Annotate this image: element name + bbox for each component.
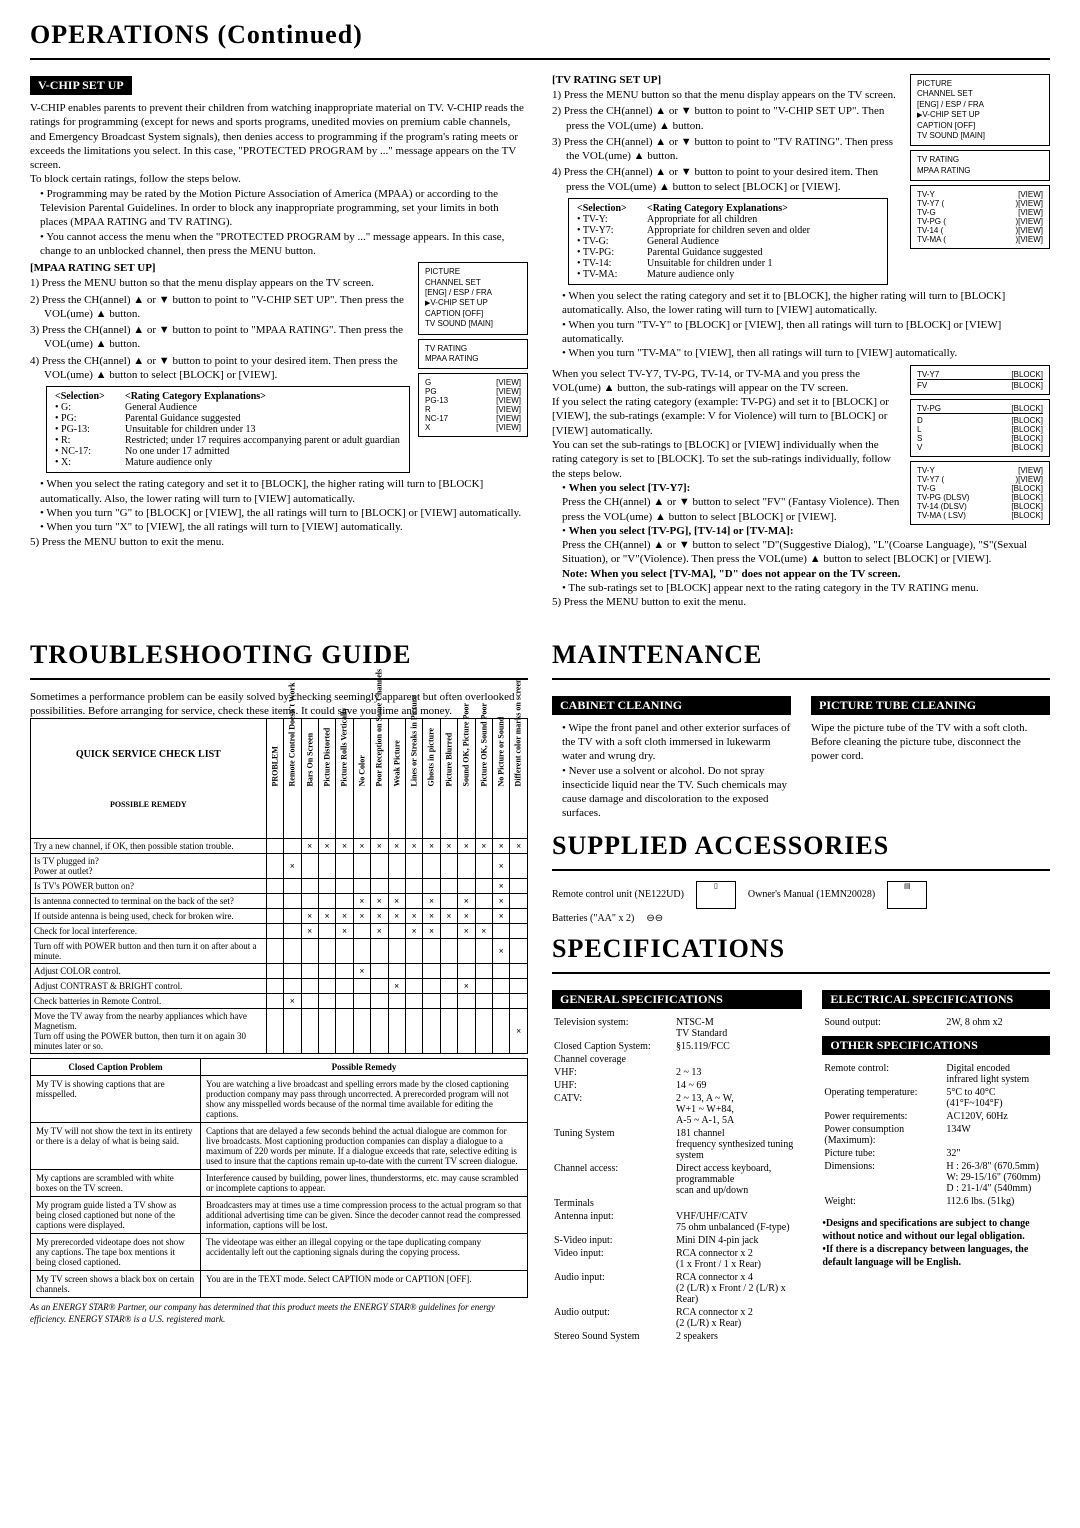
mpaa-head: [MPAA RATING SET UP] xyxy=(30,262,410,274)
tv-bul1: When you select the rating category and … xyxy=(562,289,1050,318)
rule xyxy=(552,972,1050,974)
title-operations: OPERATIONS (Continued) xyxy=(30,20,1050,50)
tv-bul2: When you turn "TV-Y" to [BLOCK] or [VIEW… xyxy=(562,318,1050,347)
menubox-3: G[VIEW] PG[VIEW] PG-13[VIEW] R[VIEW] NC-… xyxy=(418,373,528,437)
menubox-6: TV-Y[VIEW] TV-Y7 ()[VIEW] TV-G[VIEW] TV-… xyxy=(910,185,1050,249)
ts-intro: Sometimes a performance problem can be e… xyxy=(30,690,528,719)
box-last: TV-Y[VIEW] TV-Y7 ()[VIEW] TV-G[BLOCK] TV… xyxy=(910,461,1050,525)
acc-owners: Owner's Manual (1EMN20028) xyxy=(748,889,875,900)
box-y7: TV-Y7[BLOCK] FV[BLOCK] xyxy=(910,365,1050,396)
vchip-bul1: Programming may be rated by the Motion P… xyxy=(40,187,528,230)
mpaa-bul3: When you turn "X" to [VIEW], the all rat… xyxy=(40,520,528,534)
estar: As an ENERGY STAR® Partner, our company … xyxy=(30,1302,528,1325)
mpaa-step2: 2) Press the CH(annel) ▲ or ▼ button to … xyxy=(30,293,410,322)
cab-bul1: Wipe the front panel and other exterior … xyxy=(562,721,791,764)
band-cabinet: CABINET CLEANING xyxy=(552,696,791,715)
menubox-5: TV RATINGMPAA RATING xyxy=(910,150,1050,181)
spec-gen-table: Television system:NTSC-M TV StandardClos… xyxy=(552,1015,802,1344)
ops-right-col: PICTURECHANNEL SET[ENG] / ESP / FRA V-CH… xyxy=(552,70,1050,610)
mpaa-step1: 1) Press the MENU button so that the men… xyxy=(30,276,410,290)
box-pg: TV-PG[BLOCK] D[BLOCK] L[BLOCK] S[BLOCK] … xyxy=(910,399,1050,457)
battery-icon: ⊖⊖ xyxy=(646,913,663,924)
tube-text: Wipe the picture tube of the TV with a s… xyxy=(811,721,1050,764)
mpaa-s5: 5) Press the MENU button to exit the men… xyxy=(30,535,528,549)
title-maint: MAINTENANCE xyxy=(552,640,1050,670)
spec-other-table: Remote control:Digital encoded infrared … xyxy=(822,1061,1046,1209)
band-vchip: V-CHIP SET UP xyxy=(30,76,132,95)
cc-table: Closed Caption ProblemPossible Remedy My… xyxy=(30,1058,528,1298)
tv-bul3: When you turn "TV-MA" to [VIEW], then al… xyxy=(562,346,1050,360)
ts-table: QUICK SERVICE CHECK LIST POSSIBLE REMEDY… xyxy=(30,718,528,1054)
acc-batt: Batteries ("AA" x 2) xyxy=(552,913,634,924)
mpaa-step3: 3) Press the CH(annel) ▲ or ▼ button to … xyxy=(30,323,410,352)
menubox-2: TV RATINGMPAA RATING xyxy=(418,339,528,370)
title-supp: SUPPLIED ACCESSORIES xyxy=(552,831,1050,861)
mpaa-bul2: When you turn "G" to [BLOCK] or [VIEW], … xyxy=(40,506,528,520)
band-elec: ELECTRICAL SPECIFICATIONS xyxy=(822,990,1050,1009)
title-specs: SPECIFICATIONS xyxy=(552,934,1050,964)
menubox-4: PICTURECHANNEL SET[ENG] / ESP / FRA V-CH… xyxy=(910,74,1050,146)
manual-icon: ▤ xyxy=(887,881,927,909)
cab-bul2: Never use a solvent or alcohol. Do not s… xyxy=(562,764,791,821)
band-other: OTHER SPECIFICATIONS xyxy=(822,1036,1050,1055)
tv-catbox: <Selection> <Rating Category Explanation… xyxy=(568,198,888,285)
vchip-intro: V-CHIP enables parents to prevent their … xyxy=(30,101,528,172)
ops-left-col: V-CHIP SET UP V-CHIP enables parents to … xyxy=(30,70,528,610)
ts-col: TROUBLESHOOTING GUIDE Sometimes a perfor… xyxy=(30,640,528,1344)
maint-col: MAINTENANCE CABINET CLEANING Wipe the fr… xyxy=(552,640,1050,1344)
mpaa-step4: 4) Press the CH(annel) ▲ or ▼ button to … xyxy=(30,354,410,383)
rule xyxy=(30,58,1050,60)
rule xyxy=(30,678,528,680)
mpaa-bul1: When you select the rating category and … xyxy=(40,477,528,506)
spec-elec-table: Sound output:2W, 8 ohm x2 xyxy=(822,1015,1008,1030)
tv-sub-bul: The sub-ratings set to [BLOCK] appear ne… xyxy=(562,581,1050,595)
spec-foot2: •If there is a discrepancy between langu… xyxy=(822,1243,1050,1269)
mpaa-catbox: <Selection> <Rating Category Explanation… xyxy=(46,386,410,473)
vchip-toblock: To block certain ratings, follow the ste… xyxy=(30,172,528,186)
menubox-1: PICTURECHANNEL SET[ENG] / ESP / FRA V-CH… xyxy=(418,262,528,334)
tv-s5: 5) Press the MENU button to exit the men… xyxy=(552,595,1050,609)
vchip-bul2: You cannot access the menu when the "PRO… xyxy=(40,230,528,259)
rule xyxy=(552,869,1050,871)
remote-icon: ▯ xyxy=(696,881,736,909)
spec-foot1: •Designs and specifications are subject … xyxy=(822,1217,1050,1243)
tv-pg-item: When you select [TV-PG], [TV-14] or [TV-… xyxy=(562,524,1050,581)
band-tube: PICTURE TUBE CLEANING xyxy=(811,696,1050,715)
rule xyxy=(552,678,1050,680)
band-gen: GENERAL SPECIFICATIONS xyxy=(552,990,802,1009)
title-ts: TROUBLESHOOTING GUIDE xyxy=(30,640,528,670)
acc-remote: Remote control unit (NE122UD) xyxy=(552,889,684,900)
